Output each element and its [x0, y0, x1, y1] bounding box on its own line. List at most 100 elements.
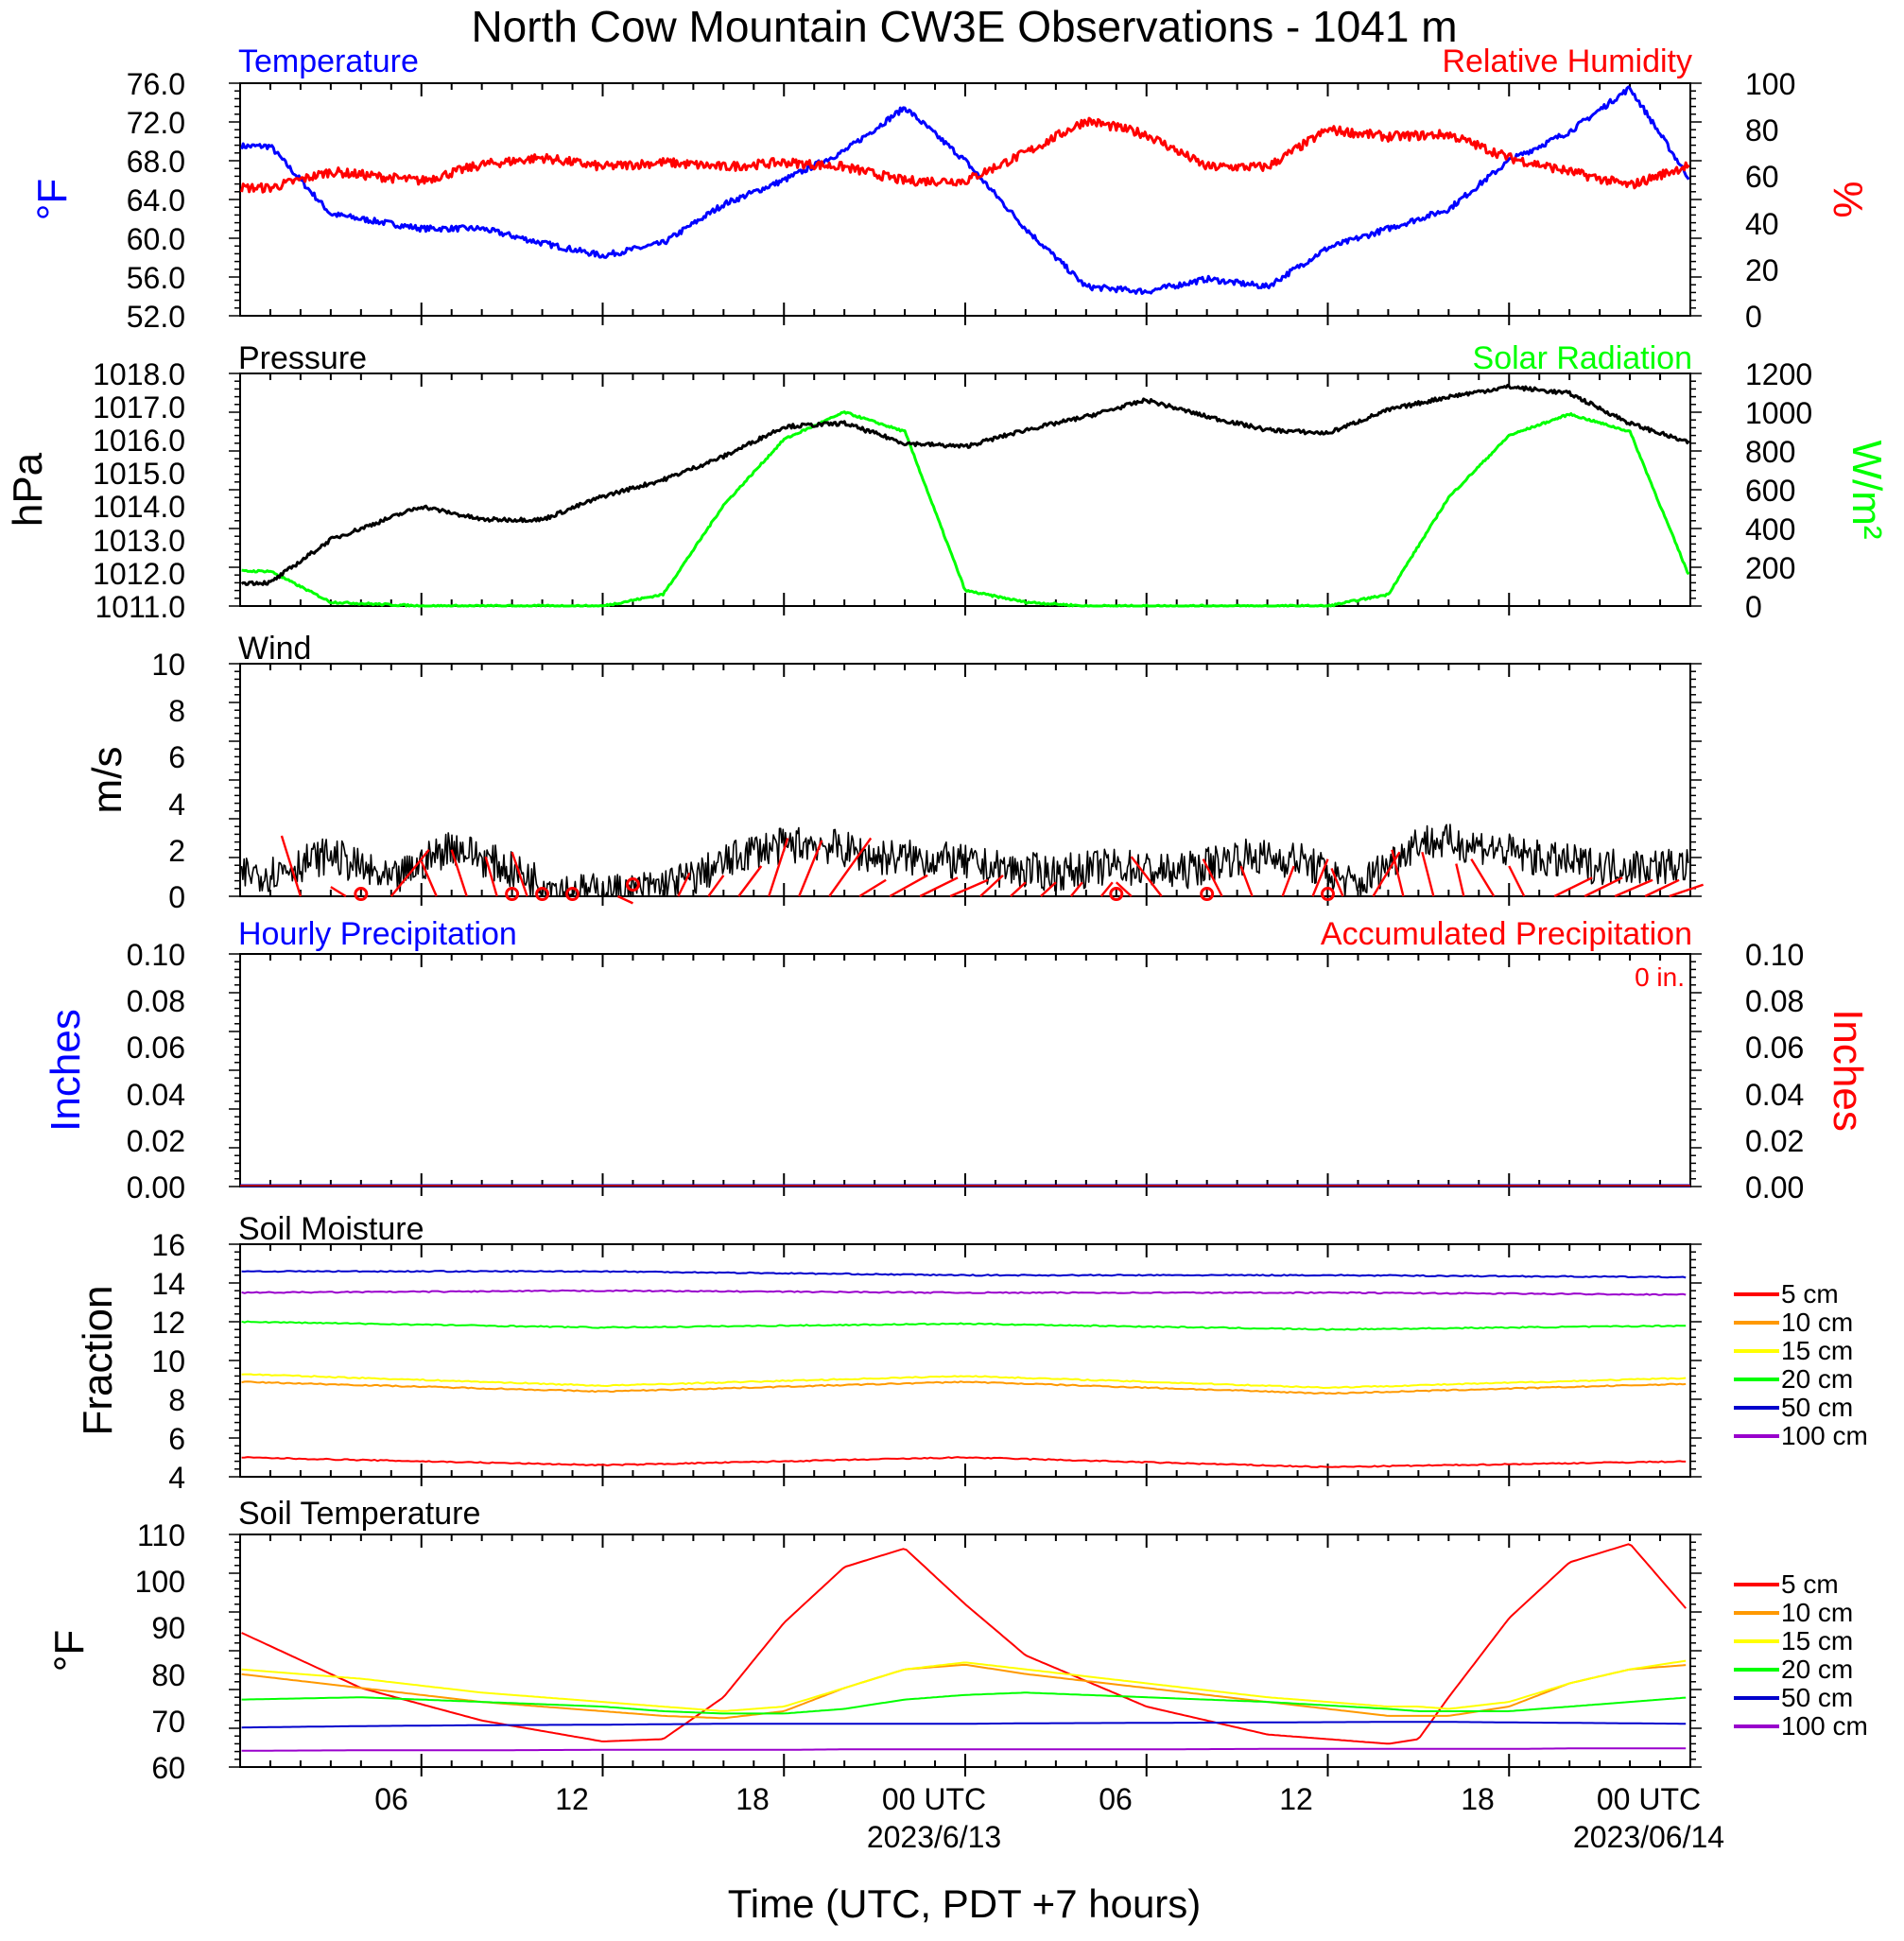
calm-wind-marker — [625, 877, 640, 893]
accum-precip-total: 0 in. — [1635, 962, 1685, 992]
y-tick-label: 1018.0 — [93, 357, 185, 391]
calm-wind-marker — [565, 887, 580, 902]
hourly-precip-title: Hourly Precipitation — [238, 916, 517, 952]
y-tick-label: 0 — [1745, 300, 1762, 334]
y-tick-label: 0.02 — [1745, 1124, 1804, 1158]
y-tick-label: 0.02 — [127, 1124, 185, 1158]
legend-label: 50 cm — [1781, 1393, 1853, 1422]
y-tick-label: 60.0 — [127, 222, 185, 256]
soil-temperature-legend: 5 cm 10 cm 15 cm 20 cm 50 cm 100 cm — [1734, 1569, 1868, 1741]
pressure-ticks: 1018.0 1017.0 1016.0 1015.0 1014.0 1013.… — [93, 357, 185, 624]
wind-barb — [1669, 883, 1705, 898]
wind-barb — [1508, 865, 1526, 897]
y-tick-label: 90 — [151, 1611, 185, 1645]
series-line-soil-temperature — [241, 1691, 1687, 1715]
y-tick-label: 1000 — [1745, 396, 1812, 430]
series-line-soil-temperature — [241, 1663, 1687, 1720]
wind-barb — [1010, 881, 1027, 897]
wind-barb — [1115, 881, 1133, 897]
series-line-temperature — [240, 85, 1690, 295]
wind-barb — [1614, 878, 1653, 898]
legend-label: 20 cm — [1781, 1655, 1853, 1684]
series-line-soil-temperature — [241, 1721, 1687, 1729]
legend-label: 5 cm — [1781, 1279, 1839, 1308]
series-line-soil-moisture — [241, 1320, 1687, 1331]
series-line-soil-moisture — [241, 1380, 1687, 1395]
wind-barb — [1421, 851, 1435, 897]
temperature-title: Temperature — [238, 43, 419, 79]
wind-barb — [1130, 856, 1163, 897]
y-tick-label: 4 — [168, 788, 185, 822]
soil-moisture-legend: 5 cm 10 cm 15 cm 20 cm 50 cm 100 cm — [1734, 1279, 1868, 1450]
wind-barb — [330, 886, 347, 898]
humidity-unit: % — [1825, 181, 1871, 217]
legend-label: 15 cm — [1781, 1336, 1853, 1365]
plot-frame — [239, 82, 1691, 317]
y-tick-label: 1016.0 — [93, 424, 185, 458]
y-tick-label: 110 — [137, 1518, 185, 1552]
legend-label: 5 cm — [1781, 1569, 1839, 1599]
y-tick-label: 600 — [1745, 474, 1795, 508]
y-tick-label: 4 — [168, 1461, 185, 1495]
wind-barb — [707, 875, 725, 897]
wind-barb — [677, 872, 691, 897]
series-line-soil-temperature — [241, 1659, 1687, 1712]
plot-frame — [239, 953, 1691, 1187]
wind-barb — [616, 894, 633, 905]
wind-barb — [889, 874, 928, 898]
y-tick-label: 10 — [151, 648, 185, 682]
y-tick-label: 800 — [1745, 435, 1795, 469]
panel-soil-temperature: Soil Temperature °F 110 100 90 80 70 60 … — [46, 1496, 1868, 1785]
legend-label: 100 cm — [1781, 1421, 1868, 1450]
soil-moisture-ticks: 16 14 12 10 8 6 4 — [151, 1228, 185, 1495]
y-tick-label: 1011.0 — [95, 590, 186, 624]
wind-barb — [484, 856, 498, 897]
wind-barb — [1099, 881, 1114, 897]
y-tick-label: 0.08 — [1745, 984, 1804, 1018]
accum-precip-unit: Inches — [1825, 1009, 1871, 1132]
wind-unit: m/s — [84, 747, 130, 814]
y-tick-label: 1200 — [1745, 357, 1812, 391]
wind-title: Wind — [238, 631, 311, 667]
legend-label: 15 cm — [1781, 1626, 1853, 1655]
pressure-title: Pressure — [238, 340, 367, 376]
series-line-soil-moisture — [241, 1456, 1687, 1468]
humidity-ticks: 100 80 60 40 20 0 — [1745, 67, 1795, 334]
x-tick-label: 12 — [555, 1782, 589, 1816]
y-tick-label: 68.0 — [127, 145, 185, 179]
temperature-unit: °F — [29, 179, 76, 220]
wind-barb — [450, 849, 468, 897]
calm-wind-marker — [1200, 887, 1215, 902]
series-line-pressure — [240, 384, 1690, 586]
series-line-soil-moisture — [241, 1270, 1687, 1279]
y-tick-label: 0.10 — [1745, 938, 1804, 972]
wind-barb — [949, 878, 989, 898]
chart-title: North Cow Mountain CW3E Observations - 1… — [471, 2, 1457, 51]
y-tick-label: 60 — [151, 1751, 185, 1785]
calm-wind-marker — [535, 887, 550, 902]
wind-barb — [1069, 881, 1083, 897]
wind-barb — [389, 849, 430, 897]
y-tick-label: 6 — [168, 740, 185, 774]
series-line-solar-radiation — [241, 410, 1690, 608]
solar-unit: W/m² — [1843, 440, 1890, 539]
y-tick-label: 0.04 — [1745, 1078, 1804, 1112]
pressure-unit: hPa — [5, 452, 51, 527]
plot-frame — [239, 1243, 1691, 1478]
legend-label: 100 cm — [1781, 1711, 1868, 1741]
series-line-soil-temperature — [241, 1747, 1687, 1752]
x-tick-label: 06 — [1099, 1782, 1133, 1816]
wind-barb — [1455, 863, 1465, 897]
wind-barb — [1040, 881, 1057, 897]
y-tick-label: 1014.0 — [93, 490, 185, 524]
y-tick-label: 1017.0 — [93, 390, 185, 425]
y-tick-label: 80 — [151, 1658, 185, 1692]
y-tick-label: 0.06 — [1745, 1031, 1804, 1065]
y-tick-label: 80 — [1745, 113, 1779, 147]
wind-barb — [1311, 858, 1329, 897]
wind-barb — [737, 865, 763, 897]
soil-moisture-title: Soil Moisture — [238, 1211, 424, 1247]
y-tick-label: 64.0 — [127, 183, 185, 217]
legend-label: 10 cm — [1781, 1308, 1853, 1337]
calm-wind-marker — [1109, 887, 1124, 902]
